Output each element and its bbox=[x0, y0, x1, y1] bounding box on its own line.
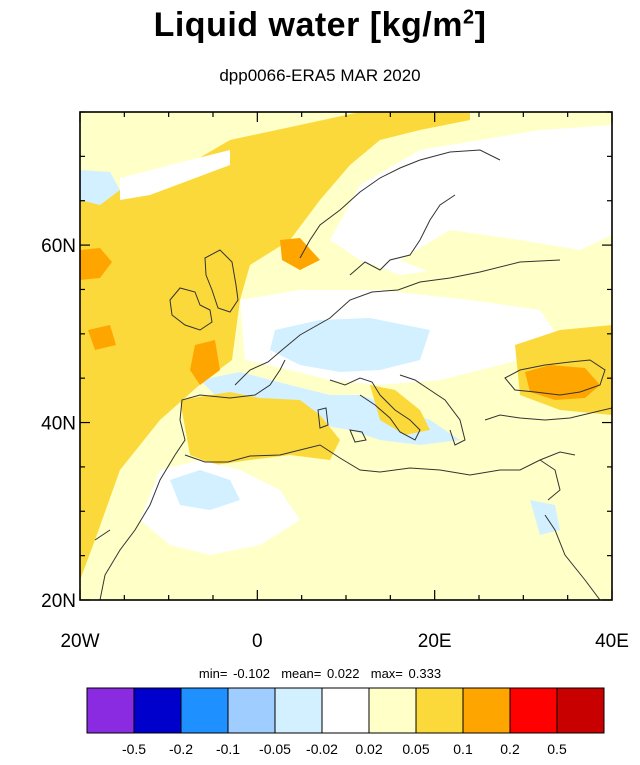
stat-max-value: 0.333 bbox=[408, 666, 442, 681]
stat-mean-label: mean= bbox=[281, 666, 322, 681]
colorbar-label: -0.02 bbox=[306, 741, 338, 757]
field-atlantic-orange-1 bbox=[80, 248, 112, 280]
colorbar-label: 0.5 bbox=[547, 741, 567, 757]
field-italy-yellow bbox=[370, 385, 430, 435]
coastlines bbox=[94, 149, 612, 600]
colorbar-box bbox=[368, 687, 417, 734]
stat-max-label: max= bbox=[370, 666, 403, 681]
colorbar-box bbox=[86, 687, 135, 734]
colorbar-box bbox=[227, 687, 276, 734]
stat-mean-value: 0.022 bbox=[326, 666, 360, 681]
field-sahara-yellow bbox=[80, 510, 612, 600]
colorbar-label: 0.2 bbox=[500, 741, 520, 757]
y-tick-label: 60N bbox=[41, 236, 76, 257]
colorbar-box bbox=[556, 687, 605, 734]
colorbar-box bbox=[133, 687, 182, 734]
field-africa-blue bbox=[170, 470, 240, 510]
axis-tick-labels: 20W 0 20E 40E 20N 40N 60N bbox=[41, 236, 629, 652]
field-atlantic bbox=[80, 112, 470, 580]
colorbar-box bbox=[509, 687, 558, 734]
field-iberia bbox=[180, 392, 340, 465]
x-tick-label: 40E bbox=[595, 631, 629, 652]
colorbar-box bbox=[180, 687, 229, 734]
colorbar-label: -0.5 bbox=[122, 741, 146, 757]
colorbar-box bbox=[462, 687, 511, 734]
title-end: ] bbox=[474, 6, 487, 44]
field-arctic-white bbox=[120, 150, 230, 200]
colorbar-box bbox=[274, 687, 323, 734]
field-iberia-west-orange bbox=[190, 340, 220, 385]
colorbar-label: -0.1 bbox=[216, 741, 240, 757]
stat-min-value: -0.102 bbox=[233, 666, 270, 681]
x-tick-label: 0 bbox=[252, 631, 263, 652]
title-superscript: 2 bbox=[462, 6, 475, 29]
field-atlantic-orange-2 bbox=[88, 325, 116, 350]
field-arctic-blue bbox=[80, 170, 120, 205]
colorbar-label: 0.02 bbox=[355, 741, 382, 757]
chart-subtitle: dpp0066-ERA5 MAR 2020 bbox=[219, 66, 421, 85]
axis-ticks bbox=[79, 111, 613, 601]
field-central-blue bbox=[270, 318, 430, 372]
field-norway-orange bbox=[280, 238, 320, 270]
y-tick-label: 20N bbox=[41, 591, 76, 612]
colorbar-label: -0.05 bbox=[259, 741, 291, 757]
statistics-line: min= -0.102 mean= 0.022 max= 0.333 bbox=[0, 666, 640, 681]
map-plot: 20W 0 20E 40E 20N 40N 60N bbox=[41, 111, 629, 652]
x-tick-label: 20E bbox=[418, 631, 452, 652]
colorbar-box bbox=[321, 687, 370, 734]
colorbar-label: 0.05 bbox=[402, 741, 429, 757]
y-tick-label: 40N bbox=[41, 414, 76, 435]
chart-title: Liquid water [kg/m2] bbox=[0, 6, 640, 45]
title-main: Liquid water [kg/m bbox=[153, 6, 463, 44]
colorbar-box bbox=[415, 687, 464, 734]
stat-min-label: min= bbox=[198, 666, 228, 681]
colorbar-label: 0.1 bbox=[453, 741, 473, 757]
colorbar-label: -0.2 bbox=[169, 741, 193, 757]
x-tick-label: 20W bbox=[60, 631, 99, 652]
